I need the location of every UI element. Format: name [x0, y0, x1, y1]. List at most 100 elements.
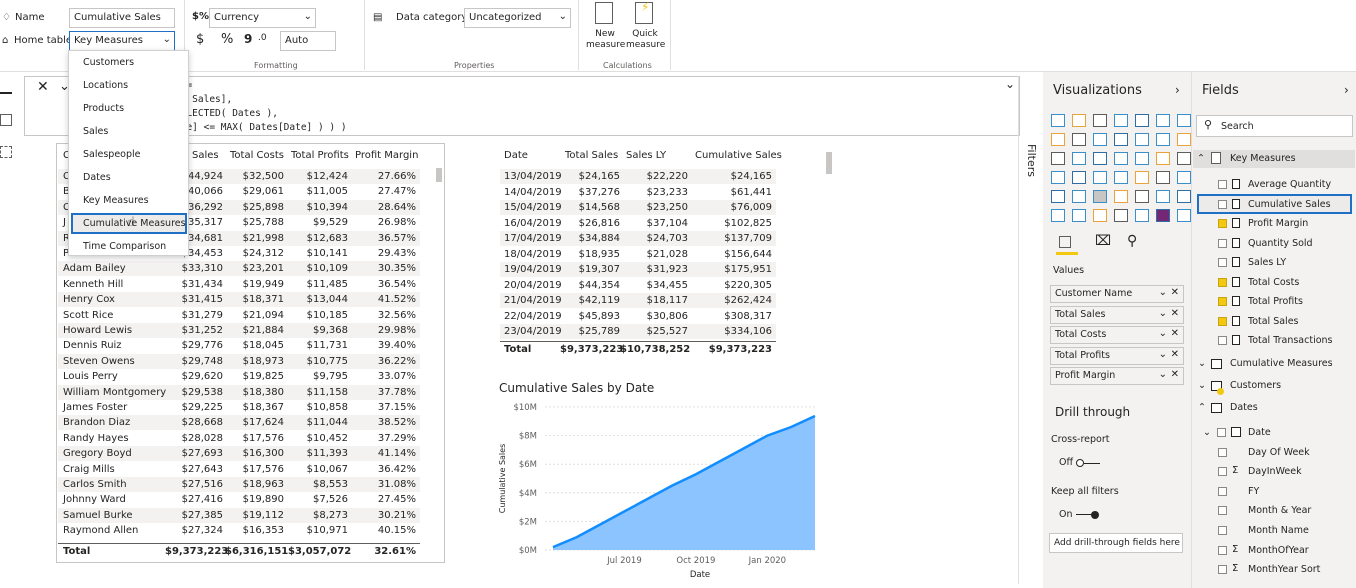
visual-type-icon[interactable] — [1135, 133, 1149, 146]
visual-type-icon[interactable] — [1093, 209, 1107, 222]
dropdown-item[interactable]: Products — [83, 103, 125, 114]
visual-type-icon[interactable] — [1072, 152, 1086, 165]
visual-type-icon[interactable] — [1114, 114, 1128, 127]
chevron-down-icon[interactable]: ⌄ — [1158, 328, 1167, 339]
visual-type-icon[interactable] — [1093, 114, 1107, 127]
visual-type-icon[interactable] — [1114, 133, 1128, 146]
new-measure-button[interactable]: New measure — [586, 29, 626, 50]
home-table-select[interactable]: Key Measures ⌄ — [69, 31, 175, 51]
close-icon[interactable]: ✕ — [1170, 369, 1179, 380]
visual-type-icon[interactable] — [1177, 171, 1191, 184]
visual-type-icon[interactable] — [1156, 114, 1170, 127]
visual-type-icon[interactable] — [1177, 209, 1191, 222]
visual-type-icon[interactable] — [1072, 190, 1086, 203]
visual-type-icon[interactable] — [1093, 133, 1107, 146]
filters-pane[interactable]: Filters — [1018, 76, 1042, 584]
field-checkbox[interactable] — [1218, 565, 1227, 575]
cumulative-measures-group[interactable]: Cumulative Measures — [1230, 358, 1333, 369]
field-item[interactable]: Sales LY — [1248, 257, 1287, 268]
chevron-right-icon[interactable]: › — [1175, 83, 1180, 97]
visual-type-icon[interactable] — [1051, 152, 1065, 165]
field-checkbox[interactable] — [1218, 219, 1227, 228]
close-icon[interactable]: ✕ — [1170, 307, 1179, 319]
dropdown-item[interactable]: Salespeople — [83, 149, 141, 160]
formula-bar[interactable]: ✕ ⌄ s = al Sales], SELECTED( Dates ), at… — [24, 76, 1020, 136]
decimal-icon[interactable]: .0 — [258, 33, 267, 43]
chevron-down-icon[interactable]: ⌄ — [1158, 348, 1167, 360]
drill-through-well[interactable]: Add drill-through fields here — [1049, 533, 1183, 553]
field-item[interactable]: Profit Margin — [1248, 218, 1309, 229]
visual-type-icon[interactable] — [1051, 133, 1065, 146]
visual-type-icon[interactable] — [1072, 171, 1086, 184]
visual-type-icon[interactable] — [1156, 171, 1170, 184]
table-header[interactable]: Sales LY — [626, 150, 667, 161]
field-checkbox[interactable] — [1218, 277, 1227, 287]
model-view-icon[interactable] — [0, 146, 12, 158]
chevron-right-icon[interactable]: › — [1344, 83, 1349, 97]
table-header[interactable]: Total Sales — [565, 150, 619, 161]
quick-measure-button[interactable]: Quick measure — [626, 29, 666, 50]
cross-report-toggle[interactable] — [1076, 459, 1100, 467]
visual-type-icon[interactable] — [1177, 152, 1191, 165]
visual-type-icon[interactable] — [1114, 152, 1128, 165]
customer-table-visual[interactable] — [56, 143, 445, 563]
field-item[interactable]: DayInWeek — [1248, 466, 1302, 478]
field-checkbox[interactable] — [1218, 199, 1227, 209]
field-checkbox[interactable] — [1217, 428, 1226, 437]
field-item[interactable]: Quantity Sold — [1248, 237, 1313, 249]
visual-type-icon[interactable] — [1156, 209, 1170, 222]
dropdown-item[interactable]: Locations — [83, 80, 129, 91]
visual-type-icon[interactable] — [1177, 190, 1191, 203]
report-view-icon[interactable] — [0, 82, 12, 94]
field-item[interactable]: Total Costs — [1248, 276, 1300, 288]
field-item[interactable]: Day Of Week — [1248, 446, 1310, 458]
visual-type-icon[interactable] — [1114, 171, 1128, 184]
check-icon[interactable]: ⌄ — [59, 79, 70, 94]
currency-button[interactable]: $ — [196, 32, 205, 47]
dates-group[interactable]: Dates — [1230, 402, 1258, 413]
visual-type-icon[interactable] — [1093, 190, 1107, 203]
table-header[interactable]: Total Profits — [291, 150, 349, 161]
visual-type-icon[interactable] — [1051, 209, 1065, 222]
field-checkbox[interactable] — [1218, 336, 1227, 345]
fields-tab-icon[interactable] — [1059, 236, 1071, 248]
table-header[interactable]: Date — [504, 150, 528, 161]
visual-type-icon[interactable] — [1072, 133, 1086, 146]
field-item[interactable]: MonthYear Sort — [1248, 564, 1321, 576]
values-well[interactable]: Customer Name ⌄ ✕ — [1050, 285, 1184, 303]
decimal-field[interactable]: Auto — [280, 31, 336, 51]
formula-text[interactable]: s = al Sales], SELECTED( Dates ), ate] <… — [175, 79, 347, 135]
values-well[interactable]: Total Costs ⌄ ✕ — [1050, 326, 1184, 344]
field-item[interactable]: Month Name — [1248, 525, 1309, 536]
name-field[interactable]: Cumulative Sales — [69, 8, 175, 28]
visual-type-icon[interactable] — [1093, 171, 1107, 184]
visual-type-icon[interactable] — [1156, 152, 1170, 165]
keep-filters-toggle[interactable] — [1076, 511, 1100, 519]
field-item[interactable]: Total Profits — [1248, 296, 1303, 307]
chevron-up-icon[interactable]: ⌃ — [1197, 153, 1205, 164]
dropdown-item[interactable]: Dates — [83, 172, 111, 183]
quick-measure-icon[interactable]: ⚡ — [635, 0, 653, 24]
format-paint-icon[interactable]: ⌧ — [1095, 233, 1112, 249]
field-item[interactable]: Date — [1248, 427, 1271, 438]
visual-type-icon[interactable] — [1135, 114, 1149, 127]
table-header[interactable]: Cumulative Sales — [695, 150, 782, 161]
visual-type-icon[interactable] — [1051, 190, 1065, 203]
key-measures-group[interactable]: ⌃ Key Measures — [1193, 150, 1355, 168]
analytics-icon[interactable]: ⚲ — [1127, 233, 1138, 249]
visual-type-icon[interactable] — [1135, 190, 1149, 203]
chevron-down-icon[interactable]: ⌄ — [1203, 427, 1211, 438]
field-checkbox[interactable] — [1218, 258, 1227, 267]
data-category-select[interactable]: Uncategorized ⌄ — [464, 8, 571, 28]
field-checkbox[interactable] — [1218, 467, 1227, 477]
field-item[interactable]: Cumulative Sales — [1248, 198, 1331, 210]
visual-type-icon[interactable] — [1051, 114, 1065, 127]
visual-type-icon[interactable] — [1051, 171, 1065, 184]
close-icon[interactable]: ✕ — [1170, 287, 1179, 298]
field-item[interactable]: FY — [1248, 485, 1260, 497]
visual-type-icon[interactable] — [1072, 114, 1086, 127]
dropdown-item[interactable]: Cumulative Measures — [83, 218, 186, 229]
scrollbar-thumb[interactable] — [436, 168, 442, 182]
field-checkbox[interactable] — [1218, 506, 1227, 516]
close-icon[interactable]: ✕ — [1170, 348, 1179, 360]
